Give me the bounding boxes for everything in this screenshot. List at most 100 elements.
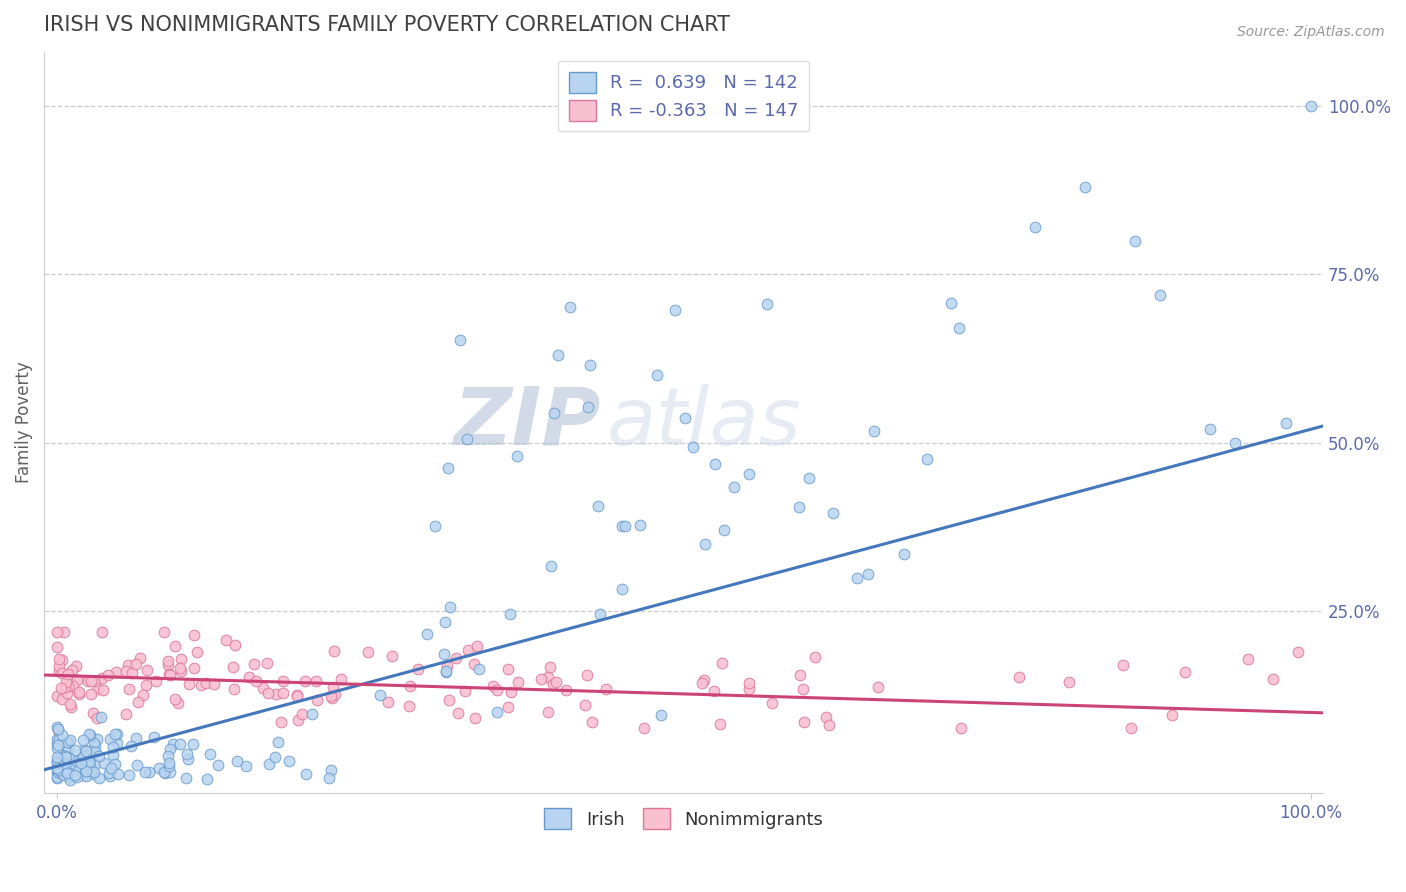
Point bbox=[330, 673, 353, 687]
Point bbox=[215, 632, 238, 647]
Point bbox=[107, 766, 129, 780]
Point bbox=[91, 683, 114, 698]
Point bbox=[589, 607, 612, 622]
Point bbox=[468, 662, 491, 676]
Point bbox=[856, 567, 879, 582]
Point bbox=[614, 519, 637, 533]
Point bbox=[118, 681, 141, 696]
Point bbox=[77, 673, 100, 688]
Point bbox=[162, 737, 184, 751]
Point bbox=[501, 684, 523, 698]
Point bbox=[83, 745, 105, 759]
Point bbox=[58, 743, 80, 757]
Point bbox=[156, 658, 179, 673]
Point bbox=[157, 655, 180, 669]
Point bbox=[650, 707, 672, 722]
Point bbox=[264, 687, 287, 701]
Point bbox=[127, 695, 149, 709]
Point bbox=[58, 766, 80, 780]
Point bbox=[915, 452, 938, 467]
Point bbox=[46, 762, 69, 776]
Point bbox=[1149, 287, 1171, 301]
Point bbox=[547, 348, 569, 362]
Point bbox=[1286, 645, 1309, 659]
Point bbox=[863, 424, 886, 438]
Point bbox=[159, 742, 181, 756]
Point bbox=[537, 670, 560, 684]
Point bbox=[80, 687, 103, 701]
Point bbox=[45, 771, 67, 785]
Point bbox=[46, 723, 69, 737]
Point bbox=[79, 726, 101, 740]
Point bbox=[1074, 179, 1097, 194]
Point bbox=[46, 738, 69, 752]
Point bbox=[1174, 665, 1197, 679]
Point bbox=[235, 759, 257, 773]
Point bbox=[148, 761, 170, 775]
Point bbox=[153, 624, 176, 639]
Point bbox=[56, 667, 79, 681]
Point bbox=[499, 607, 522, 621]
Point bbox=[437, 692, 460, 706]
Point bbox=[195, 676, 218, 690]
Point bbox=[682, 440, 704, 454]
Point bbox=[1121, 721, 1143, 735]
Point bbox=[301, 706, 323, 721]
Point bbox=[67, 684, 90, 698]
Point bbox=[63, 769, 86, 783]
Point bbox=[238, 670, 260, 684]
Point bbox=[53, 680, 76, 694]
Legend: Irish, Nonimmigrants: Irish, Nonimmigrants bbox=[537, 801, 830, 836]
Point bbox=[79, 728, 101, 742]
Point bbox=[586, 500, 609, 514]
Point bbox=[56, 686, 79, 700]
Point bbox=[270, 714, 292, 729]
Point bbox=[72, 750, 94, 764]
Point bbox=[48, 658, 70, 673]
Point bbox=[65, 658, 87, 673]
Point bbox=[55, 750, 77, 764]
Point bbox=[540, 559, 562, 574]
Point bbox=[118, 768, 141, 782]
Point bbox=[703, 683, 725, 698]
Point bbox=[49, 755, 72, 769]
Point bbox=[115, 664, 138, 678]
Point bbox=[46, 765, 69, 780]
Point bbox=[45, 760, 67, 774]
Point bbox=[135, 677, 157, 691]
Point bbox=[46, 760, 69, 774]
Point bbox=[449, 333, 471, 347]
Point bbox=[138, 765, 160, 780]
Point bbox=[183, 661, 205, 675]
Point bbox=[157, 666, 180, 681]
Point bbox=[51, 747, 73, 762]
Point bbox=[51, 692, 73, 706]
Point bbox=[693, 537, 716, 551]
Point bbox=[97, 766, 120, 780]
Point bbox=[893, 547, 915, 561]
Point bbox=[506, 449, 529, 463]
Point bbox=[305, 674, 328, 689]
Point bbox=[190, 678, 212, 692]
Point bbox=[575, 668, 598, 682]
Point bbox=[169, 737, 191, 751]
Point bbox=[132, 689, 155, 703]
Point bbox=[91, 671, 114, 685]
Point bbox=[53, 759, 76, 773]
Point bbox=[434, 665, 457, 680]
Point bbox=[703, 457, 725, 471]
Point bbox=[1111, 658, 1133, 673]
Point bbox=[58, 751, 80, 765]
Point bbox=[176, 747, 198, 761]
Point bbox=[664, 302, 686, 317]
Point bbox=[1261, 672, 1284, 686]
Point bbox=[181, 738, 204, 752]
Point bbox=[46, 749, 69, 764]
Point bbox=[46, 640, 69, 655]
Point bbox=[506, 675, 529, 690]
Point bbox=[285, 688, 308, 702]
Point bbox=[66, 754, 89, 768]
Point bbox=[183, 628, 205, 642]
Point bbox=[804, 649, 827, 664]
Point bbox=[628, 517, 651, 532]
